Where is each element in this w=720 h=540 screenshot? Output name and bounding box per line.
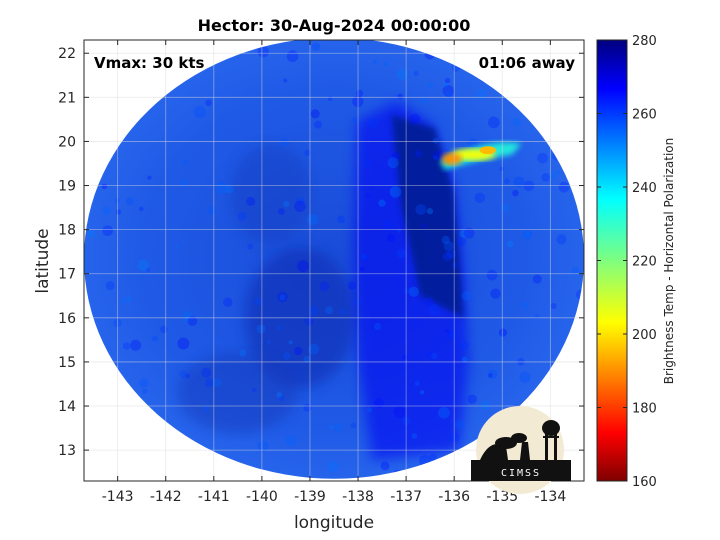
y-tick-label: 14 <box>58 399 76 415</box>
x-tick-label: -140 <box>246 489 278 505</box>
y-tick-label: 17 <box>58 267 76 283</box>
axes-box <box>83 39 585 482</box>
colorbar-tick-label: 200 <box>632 328 657 343</box>
x-axis-label: longitude <box>294 513 374 533</box>
colorbar-scale <box>596 39 628 482</box>
x-tick-label: -142 <box>150 489 182 505</box>
y-tick-label: 20 <box>58 134 76 150</box>
x-tick-label: -141 <box>198 489 230 505</box>
warm-rain-band <box>439 142 522 171</box>
y-tick-label: 22 <box>58 46 76 62</box>
colorbar-label: Brightness Temp - Horizontal Polarizatio… <box>662 138 676 385</box>
vmax-annotation: Vmax: 30 kts <box>94 54 204 72</box>
x-tick-label: -134 <box>534 489 566 505</box>
logo-text: CIMSS <box>501 468 541 479</box>
y-tick-label: 13 <box>58 443 76 459</box>
y-tick-label: 21 <box>58 90 76 106</box>
grid-lines <box>84 40 584 481</box>
y-tick-label: 19 <box>58 179 76 195</box>
x-ticks: -143 -142 -141 -140 -139 -138 -137 -136 -135 -134 <box>102 40 566 505</box>
colorbar-tick-label: 280 <box>632 34 657 49</box>
y-tick-label: 18 <box>58 223 76 239</box>
colorbar-tick-label: 160 <box>632 475 657 490</box>
x-tick-label: -135 <box>486 489 518 505</box>
colorbar-tick-label: 220 <box>632 255 657 270</box>
y-axis-label: latitude <box>33 228 53 293</box>
colorbar-tick-label: 260 <box>632 108 657 123</box>
colorbar-tick-label: 180 <box>632 402 657 417</box>
colorbar: 160 180 200 220 240 260 280 Brightness Temp - … <box>596 34 676 490</box>
colorbar-ticks: 160 180 200 220 240 260 280 <box>597 34 657 490</box>
x-tick-label: -136 <box>438 489 470 505</box>
y-ticks: 13 14 15 16 17 18 19 20 21 22 <box>58 46 584 459</box>
cimss-logo: CIMSS <box>471 406 571 494</box>
y-tick-label: 16 <box>58 311 76 327</box>
x-tick-label: -143 <box>102 489 134 505</box>
x-tick-label: -137 <box>390 489 422 505</box>
x-tick-label: -138 <box>342 489 374 505</box>
chart-title: Hector: 30-Aug-2024 00:00:00 <box>198 16 471 35</box>
distance-annotation: 01:06 away <box>479 54 576 72</box>
x-tick-label: -139 <box>294 489 326 505</box>
y-tick-label: 15 <box>58 355 76 371</box>
colorbar-tick-label: 240 <box>632 181 657 196</box>
